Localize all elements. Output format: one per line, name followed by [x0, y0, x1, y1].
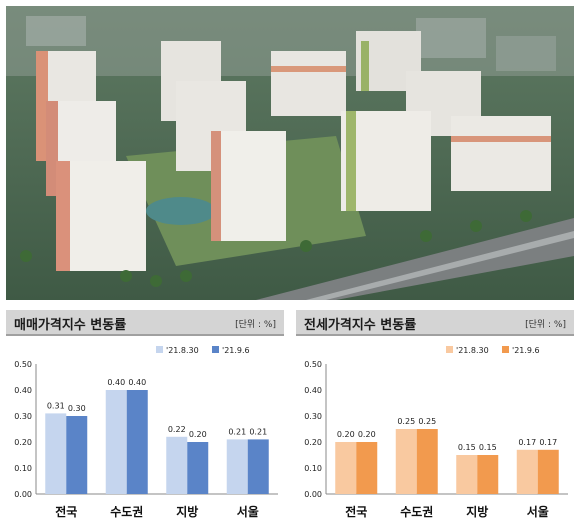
y-tick-label: 0.50 [304, 360, 322, 369]
data-label: 0.15 [479, 443, 497, 452]
legend-label: '21.9.6 [512, 346, 540, 355]
legend-label: '21.8.30 [456, 346, 489, 355]
category-label: 지방 [466, 504, 488, 519]
bar [416, 429, 438, 494]
jeonse-price-header: 전세가격지수 변동률 [단위 : %] [296, 310, 574, 336]
legend-label: '21.9.6 [222, 346, 250, 355]
category-label: 수도권 [400, 505, 433, 519]
y-tick-label: 0.40 [14, 386, 32, 395]
legend-swatch [156, 346, 163, 353]
category-label: 수도권 [110, 505, 143, 519]
data-label: 0.21 [228, 427, 246, 436]
bar [247, 439, 269, 494]
y-tick-label: 0.10 [304, 464, 322, 473]
bar [477, 455, 499, 494]
legend-swatch [502, 346, 509, 353]
data-label: 0.30 [68, 404, 86, 413]
data-label: 0.20 [358, 430, 376, 439]
data-label: 0.17 [518, 438, 536, 447]
bar [516, 449, 538, 494]
chart-title: 전세가격지수 변동률 [304, 318, 417, 333]
data-label: 0.15 [458, 443, 476, 452]
data-label: 0.25 [397, 417, 415, 426]
bar [537, 449, 559, 494]
data-label: 0.40 [128, 378, 146, 387]
category-label: 전국 [55, 504, 77, 519]
y-tick-label: 0.00 [14, 490, 32, 499]
sale-price-chart: 0.00 0.10 0.20 0.30 0.40 0.50 '21.8.30 '21.9.6 0… [14, 346, 278, 519]
data-label: 0.20 [337, 430, 355, 439]
y-tick-label: 0.10 [14, 464, 32, 473]
bar [166, 436, 188, 494]
data-label: 0.20 [189, 430, 207, 439]
y-tick-label: 0.30 [14, 412, 32, 421]
bar [335, 442, 357, 494]
bar [105, 390, 127, 494]
bar [45, 413, 67, 494]
data-label: 0.22 [168, 425, 186, 434]
chart-title: 매매가격지수 변동률 [14, 318, 127, 333]
data-label: 0.40 [107, 378, 125, 387]
category-label: 서울 [527, 504, 549, 519]
category-label: 서울 [237, 504, 259, 519]
y-tick-label: 0.50 [14, 360, 32, 369]
sale-price-panel: 매매가격지수 변동률 [단위 : %] 0.00 0.10 0.20 0.30 0.40… [6, 310, 284, 524]
data-label: 0.21 [249, 427, 267, 436]
y-tick-label: 0.40 [304, 386, 322, 395]
bar [356, 442, 378, 494]
bar [126, 390, 148, 494]
y-tick-label: 0.30 [304, 412, 322, 421]
bar [395, 429, 417, 494]
apartment-complex-illustration [6, 6, 574, 300]
data-label: 0.31 [47, 401, 65, 410]
legend-swatch [446, 346, 453, 353]
bar [66, 416, 88, 494]
data-label: 0.25 [418, 417, 436, 426]
category-label: 지방 [176, 504, 198, 519]
legend-label: '21.8.30 [166, 346, 199, 355]
unit-label: [단위 : %] [235, 320, 276, 330]
y-tick-label: 0.00 [304, 490, 322, 499]
y-tick-label: 0.20 [14, 438, 32, 447]
bar [456, 455, 478, 494]
y-tick-label: 0.20 [304, 438, 322, 447]
sale-price-header: 매매가격지수 변동률 [단위 : %] [6, 310, 284, 336]
category-label: 전국 [345, 504, 367, 519]
unit-label: [단위 : %] [525, 320, 566, 330]
jeonse-price-chart: 0.00 0.10 0.20 0.30 0.40 0.50 '21.8.30 '21.9.6 0… [304, 346, 568, 519]
jeonse-price-panel: 전세가격지수 변동률 [단위 : %] 0.00 0.10 0.20 0.30 0.40… [296, 310, 574, 524]
bar [187, 442, 209, 494]
data-label: 0.17 [539, 438, 557, 447]
legend-swatch [212, 346, 219, 353]
bar [226, 439, 248, 494]
